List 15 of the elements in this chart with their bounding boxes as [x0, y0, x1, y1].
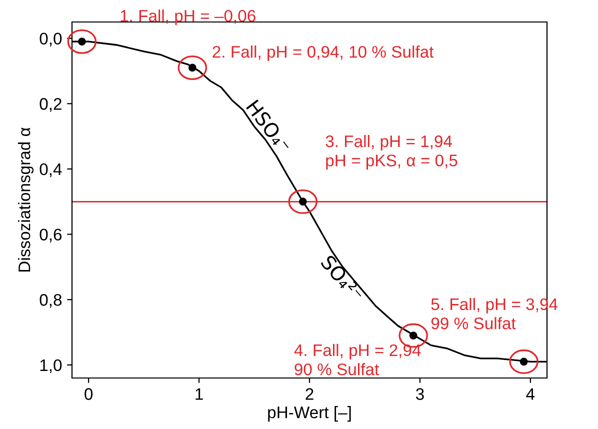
annotation: 3. Fall, pH = 1,94 pH = pKS, α = 0,5 — [326, 134, 458, 170]
x-tick-label: 2 — [306, 388, 314, 400]
y-tick-label: 0,8 — [40, 294, 62, 308]
y-axis-title: Dissoziationsgrad α — [18, 128, 34, 272]
y-tick-label: 1,0 — [40, 359, 62, 374]
y-tick-label: 0,0 — [40, 32, 62, 46]
y-tick-label: 0,2 — [40, 98, 62, 112]
y-tick-label: 0,6 — [40, 228, 62, 242]
x-tick-label: 3 — [416, 388, 424, 400]
x-tick-label: 1 — [196, 388, 203, 400]
annotation: 2. Fall, pH = 0,94, 10 % Sulfat — [212, 46, 434, 62]
x-axis-title: pH-Wert [–] — [268, 406, 351, 422]
x-tick-label: 0 — [84, 388, 93, 400]
y-tick-label: 0,4 — [40, 163, 62, 178]
x-tick-label: 4 — [526, 388, 535, 400]
